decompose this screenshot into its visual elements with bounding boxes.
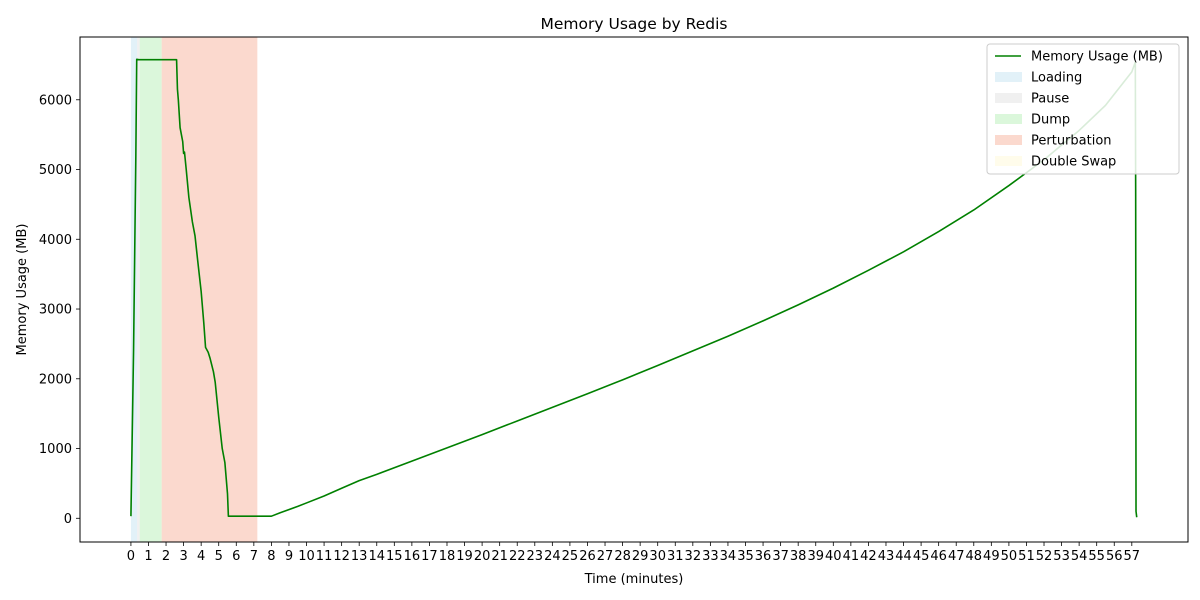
- x-tick-label: 54: [1071, 549, 1088, 564]
- x-tick-label: 8: [267, 549, 275, 564]
- x-tick-label: 45: [913, 549, 930, 564]
- x-tick-label: 46: [930, 549, 947, 564]
- x-tick-label: 39: [807, 549, 824, 564]
- y-tick-label: 2000: [39, 372, 72, 387]
- x-tick-label: 56: [1106, 549, 1123, 564]
- x-tick-label: 17: [421, 549, 438, 564]
- x-tick-label: 53: [1053, 549, 1070, 564]
- x-tick-label: 6: [232, 549, 240, 564]
- x-tick-label: 31: [667, 549, 684, 564]
- chart-title: Memory Usage by Redis: [541, 15, 728, 33]
- phase-band-pause: [137, 37, 140, 542]
- x-tick-label: 0: [127, 549, 135, 564]
- x-tick-label: 4: [197, 549, 205, 564]
- x-tick-label: 24: [544, 549, 561, 564]
- y-tick-label: 0: [64, 512, 72, 527]
- y-tick-label: 6000: [39, 93, 72, 108]
- x-tick-label: 9: [285, 549, 293, 564]
- legend-patch-swatch: [995, 114, 1022, 124]
- x-tick-label: 43: [878, 549, 895, 564]
- x-tick-label: 55: [1088, 549, 1105, 564]
- legend-label: Perturbation: [1031, 134, 1112, 149]
- y-axis-title: Memory Usage (MB): [15, 224, 30, 356]
- legend-patch-swatch: [995, 93, 1022, 103]
- x-tick-label: 25: [562, 549, 579, 564]
- x-tick-label: 27: [597, 549, 614, 564]
- y-tick-label: 4000: [39, 233, 72, 248]
- x-tick-label: 35: [737, 549, 754, 564]
- legend-patch-swatch: [995, 156, 1022, 166]
- legend: Memory Usage (MB) Loading Pause Dump Perturb…: [986, 43, 1180, 175]
- x-tick-label: 37: [772, 549, 789, 564]
- legend-patch-swatch: [995, 72, 1022, 82]
- x-tick-label: 51: [1018, 549, 1035, 564]
- legend-label: Double Swap: [1031, 155, 1116, 170]
- x-tick-label: 13: [351, 549, 368, 564]
- x-tick-label: 49: [983, 549, 1000, 564]
- x-tick-label: 44: [895, 549, 912, 564]
- plot-frame: [79, 36, 1189, 543]
- x-tick-label: 36: [755, 549, 772, 564]
- x-tick-label: 20: [474, 549, 491, 564]
- x-tick-label: 1: [144, 549, 152, 564]
- x-tick-label: 7: [250, 549, 258, 564]
- x-tick-label: 52: [1036, 549, 1053, 564]
- legend-label: Pause: [1031, 92, 1069, 107]
- y-tick-label: 3000: [39, 303, 72, 318]
- x-tick-label: 28: [614, 549, 631, 564]
- x-tick-label: 34: [720, 549, 737, 564]
- legend-label: Memory Usage (MB): [1031, 50, 1163, 65]
- x-tick-label: 19: [456, 549, 473, 564]
- legend-patch-swatch: [995, 135, 1022, 145]
- x-tick-label: 33: [702, 549, 719, 564]
- x-tick-label: 2: [162, 549, 170, 564]
- x-tick-label: 57: [1124, 549, 1141, 564]
- x-axis: 0 1 2 3 4 5 6 7 8 9 10 11 12 13 14 15 16 17 18 19 20 21 22 23 24…: [127, 542, 1140, 564]
- x-tick-label: 41: [843, 549, 860, 564]
- x-tick-label: 50: [1001, 549, 1018, 564]
- x-tick-label: 11: [316, 549, 333, 564]
- x-tick-label: 22: [509, 549, 526, 564]
- x-tick-label: 18: [439, 549, 456, 564]
- y-tick-label: 1000: [39, 442, 72, 457]
- x-tick-label: 32: [685, 549, 702, 564]
- x-tick-label: 23: [527, 549, 544, 564]
- legend-label: Dump: [1031, 113, 1070, 128]
- series-lines: [130, 58, 1138, 518]
- x-tick-label: 16: [404, 549, 421, 564]
- x-tick-label: 29: [632, 549, 649, 564]
- x-tick-label: 30: [649, 549, 666, 564]
- x-tick-label: 40: [825, 549, 842, 564]
- x-tick-label: 15: [386, 549, 403, 564]
- series-line-0: [130, 58, 1138, 518]
- phase-band-dump: [139, 37, 162, 542]
- x-tick-label: 42: [860, 549, 877, 564]
- y-axis: 0 1000 2000 3000 4000 5000 6000: [39, 93, 80, 527]
- y-tick-label: 5000: [39, 163, 72, 178]
- x-tick-label: 5: [215, 549, 223, 564]
- phase-band-perturbation: [161, 37, 258, 542]
- legend-label: Loading: [1031, 71, 1082, 86]
- x-tick-label: 47: [948, 549, 965, 564]
- x-tick-label: 21: [491, 549, 508, 564]
- legend-box: [986, 43, 1180, 175]
- x-tick-label: 10: [298, 549, 315, 564]
- x-tick-label: 12: [333, 549, 350, 564]
- x-tick-label: 14: [368, 549, 385, 564]
- x-tick-label: 38: [790, 549, 807, 564]
- x-tick-label: 48: [966, 549, 983, 564]
- x-tick-label: 26: [579, 549, 596, 564]
- phase-bands: [130, 37, 258, 542]
- x-axis-title: Time (minutes): [584, 572, 684, 587]
- x-tick-label: 3: [179, 549, 187, 564]
